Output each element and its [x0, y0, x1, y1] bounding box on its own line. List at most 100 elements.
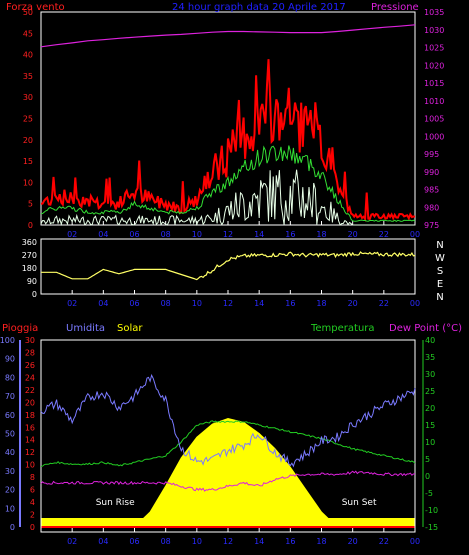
wind-x-axis: 02 04 06 08 10 12 14 16 18 20 22 00 — [67, 221, 420, 239]
rain-x-tick-label: 04 — [98, 537, 108, 546]
rain-tick-label: 28 — [25, 348, 35, 357]
wind-tick-label: 5 — [28, 200, 33, 209]
rain-tick-label: 20 — [25, 398, 35, 407]
wind-tick-label: 40 — [23, 51, 33, 60]
rain-tick-label: 4 — [30, 498, 35, 507]
wind-tick-label: 25 — [23, 115, 33, 124]
direction-series-line — [41, 251, 416, 281]
temperature-tick-label: 0 — [425, 472, 430, 481]
humidity-tick-label: 50 — [5, 430, 15, 439]
humidity-tick-label: 20 — [5, 486, 15, 495]
direction-x-tick-label: 18 — [316, 299, 326, 308]
humidity-y-axis: 0 10 20 30 40 50 60 70 80 90 100 — [0, 336, 21, 532]
direction-x-tick-label: 04 — [98, 299, 108, 308]
wind-x-tick-label: 16 — [285, 230, 295, 239]
pressure-tick-label: 1005 — [424, 115, 444, 124]
pressure-tick-label: 990 — [424, 168, 439, 177]
rain-tick-label: 12 — [25, 448, 35, 457]
pressure-tick-label: 1025 — [424, 44, 444, 53]
rain-x-tick-label: 22 — [379, 537, 389, 546]
rain-tick-label: 16 — [25, 423, 35, 432]
gust-series-line — [40, 59, 416, 223]
humidity-label: Umidita — [66, 323, 105, 334]
sun-set-annotation: Sun Set — [342, 498, 377, 508]
wind-tick-label: 50 — [23, 8, 33, 17]
pressure-tick-label: 1010 — [424, 97, 444, 106]
humidity-tick-label: 0 — [10, 523, 15, 532]
compass-letter: N — [436, 292, 443, 303]
wind-x-tick-label: 10 — [192, 230, 202, 239]
direction-tick-label: 180 — [22, 264, 37, 273]
direction-x-tick-label: 00 — [410, 299, 420, 308]
pressure-tick-label: 1000 — [424, 132, 444, 141]
direction-x-tick-label: 16 — [285, 299, 295, 308]
wind-x-tick-label: 18 — [316, 230, 326, 239]
pressure-axis-label: Pressione — [371, 2, 419, 13]
rain-x-axis: 02 04 06 08 10 12 14 16 18 20 22 00 — [67, 528, 420, 546]
humidity-tick-label: 60 — [5, 411, 15, 420]
rain-x-tick-label: 10 — [192, 537, 202, 546]
temperature-tick-label: -5 — [425, 489, 433, 498]
humidity-series-line — [40, 373, 416, 468]
humidity-tick-label: 90 — [5, 355, 15, 364]
rain-x-tick-label: 00 — [410, 537, 420, 546]
humidity-tick-label: 10 — [5, 504, 15, 513]
direction-x-tick-label: 20 — [348, 299, 358, 308]
rain-tick-label: 24 — [25, 373, 35, 382]
direction-x-tick-label: 08 — [161, 299, 171, 308]
pressure-tick-label: 1030 — [424, 26, 444, 35]
pressure-tick-label: 1015 — [424, 79, 444, 88]
temperature-tick-label: 35 — [425, 353, 435, 362]
rain-baseline-bar — [41, 518, 415, 527]
wind-avg-series-line — [40, 145, 416, 223]
temperature-y-axis: -15 -10 -5 0 5 10 15 20 25 30 35 40 — [422, 336, 438, 532]
solar-area — [41, 417, 415, 528]
rain-tick-label: 8 — [30, 473, 35, 482]
wind-x-tick-label: 14 — [254, 230, 264, 239]
rain-tick-label: 30 — [25, 336, 35, 345]
wind-pressure-series — [40, 24, 416, 226]
rain-x-tick-label: 18 — [316, 537, 326, 546]
dew-point-series-line — [40, 470, 416, 492]
humidity-tick-label: 80 — [5, 373, 15, 382]
rain-x-tick-label: 06 — [129, 537, 139, 546]
direction-x-tick-label: 14 — [254, 299, 264, 308]
pressure-tick-label: 1020 — [424, 61, 444, 70]
dew-point-label: Dew Point (°C) — [389, 323, 462, 334]
rain-humidity-series — [40, 373, 416, 492]
wind-y-axis: 0 5 10 15 20 25 30 35 40 45 50 — [23, 8, 33, 230]
temperature-tick-label: 15 — [425, 421, 435, 430]
wind-x-tick-label: 20 — [348, 230, 358, 239]
rain-tick-label: 18 — [25, 411, 35, 420]
direction-x-tick-label: 02 — [67, 299, 77, 308]
wind-tick-label: 45 — [23, 29, 33, 38]
wind-tick-label: 30 — [23, 93, 33, 102]
pressure-tick-label: 985 — [424, 186, 439, 195]
wind-tick-label: 0 — [28, 221, 33, 230]
pressure-tick-label: 980 — [424, 203, 439, 212]
direction-tick-label: 360 — [22, 238, 37, 247]
rain-tick-label: 22 — [25, 386, 35, 395]
rain-x-tick-label: 12 — [223, 537, 233, 546]
wind-x-tick-label: 12 — [223, 230, 233, 239]
pressure-tick-label: 995 — [424, 150, 439, 159]
wind-tick-label: 35 — [23, 72, 33, 81]
wind-x-tick-label: 04 — [98, 230, 108, 239]
temperature-series-line — [40, 420, 416, 467]
rain-x-tick-label: 16 — [285, 537, 295, 546]
temperature-tick-label: 40 — [425, 336, 435, 345]
rain-x-tick-label: 14 — [254, 537, 264, 546]
wind-tick-label: 10 — [23, 178, 33, 187]
direction-series — [41, 251, 416, 281]
humidity-tick-label: 30 — [5, 467, 15, 476]
temperature-tick-label: 30 — [425, 370, 435, 379]
solar-label: Solar — [117, 323, 143, 334]
humidity-tick-label: 70 — [5, 392, 15, 401]
pressure-series-line — [40, 24, 416, 48]
chart-title: 24 hour graph data 20 Aprile 2017 — [172, 2, 346, 13]
wind-x-tick-label: 22 — [379, 230, 389, 239]
wind-x-tick-label: 00 — [410, 230, 420, 239]
pressure-tick-label: 1035 — [424, 8, 444, 17]
rain-x-tick-label: 08 — [161, 537, 171, 546]
